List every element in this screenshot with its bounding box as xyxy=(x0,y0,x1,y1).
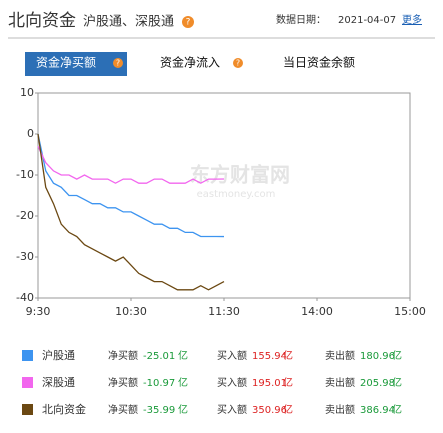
help-icon[interactable] xyxy=(233,58,243,68)
buy-value: 350.96 xyxy=(252,405,287,416)
date: 2021-04-07 xyxy=(338,15,396,26)
y-tick-label: -40 xyxy=(16,291,34,304)
buy-label: 买入额 xyxy=(217,376,247,389)
unit: 亿 xyxy=(283,376,293,389)
active-tab[interactable] xyxy=(25,52,127,74)
net-value: -10.97 xyxy=(143,378,175,389)
legend-swatch xyxy=(22,350,33,361)
y-tick-label: -20 xyxy=(16,209,34,222)
legend-name: 深股通 xyxy=(42,376,75,389)
net-label: 净买额 xyxy=(108,376,138,389)
help-text[interactable]: ? xyxy=(236,59,240,68)
date-label: 数据日期： xyxy=(276,13,326,26)
buy-value: 195.01 xyxy=(252,378,287,389)
legend-name: 沪股通 xyxy=(42,348,75,362)
buy-label: 买入额 xyxy=(217,349,247,362)
y-tick-label: -30 xyxy=(16,250,34,263)
tab[interactable]: 当日资金余额 xyxy=(283,55,355,70)
more-link[interactable]: 更多 xyxy=(402,13,422,26)
unit: 亿 xyxy=(392,376,402,389)
buy-label: 买入额 xyxy=(217,403,247,416)
unit: 亿 xyxy=(178,376,188,389)
x-tick-label: 14:00 xyxy=(301,305,333,318)
x-tick-label: 9:30 xyxy=(26,305,51,318)
help-icon[interactable] xyxy=(182,16,194,28)
tab[interactable]: 资金净流入 xyxy=(160,55,220,70)
unit: 亿 xyxy=(392,403,402,416)
sell-value: 205.98 xyxy=(360,378,395,389)
net-label: 净买额 xyxy=(108,403,138,416)
unit: 亿 xyxy=(178,403,188,416)
buy-value: 155.94 xyxy=(252,351,287,362)
x-tick-label: 10:30 xyxy=(115,305,147,318)
series-line xyxy=(37,146,225,184)
unit: 亿 xyxy=(392,349,402,362)
net-value: -35.99 xyxy=(143,405,175,416)
x-tick-label: 15:00 xyxy=(394,305,426,318)
net-label: 净买额 xyxy=(108,349,138,362)
sell-label: 卖出额 xyxy=(325,376,355,389)
title: 北向资金 xyxy=(8,11,76,31)
legend-name: 北向资金 xyxy=(42,402,86,416)
net-value: -25.01 xyxy=(143,351,175,362)
legend-swatch xyxy=(22,377,33,388)
legend-swatch xyxy=(22,404,33,415)
x-tick-label: 11:30 xyxy=(208,305,240,318)
tab[interactable]: 资金净买额 xyxy=(36,55,96,70)
unit: 亿 xyxy=(178,349,188,362)
watermark: eastmoney.com xyxy=(197,189,276,200)
sell-value: 180.96 xyxy=(360,351,395,362)
y-tick-label: 0 xyxy=(27,127,34,140)
sell-label: 卖出额 xyxy=(325,349,355,362)
help-icon[interactable] xyxy=(113,58,123,68)
sell-value: 386.94 xyxy=(360,405,395,416)
series-line xyxy=(37,133,225,238)
subtitle: 沪股通、深股通 xyxy=(83,14,174,30)
y-tick-label: -10 xyxy=(16,168,34,181)
y-tick-label: 10 xyxy=(20,86,34,99)
sell-label: 卖出额 xyxy=(325,403,355,416)
unit: 亿 xyxy=(283,349,293,362)
watermark: 东方财富网 xyxy=(190,163,290,187)
unit: 亿 xyxy=(283,403,293,416)
help-text[interactable]: ? xyxy=(116,59,120,68)
help-text[interactable]: ? xyxy=(186,18,191,28)
series-line xyxy=(37,133,225,291)
